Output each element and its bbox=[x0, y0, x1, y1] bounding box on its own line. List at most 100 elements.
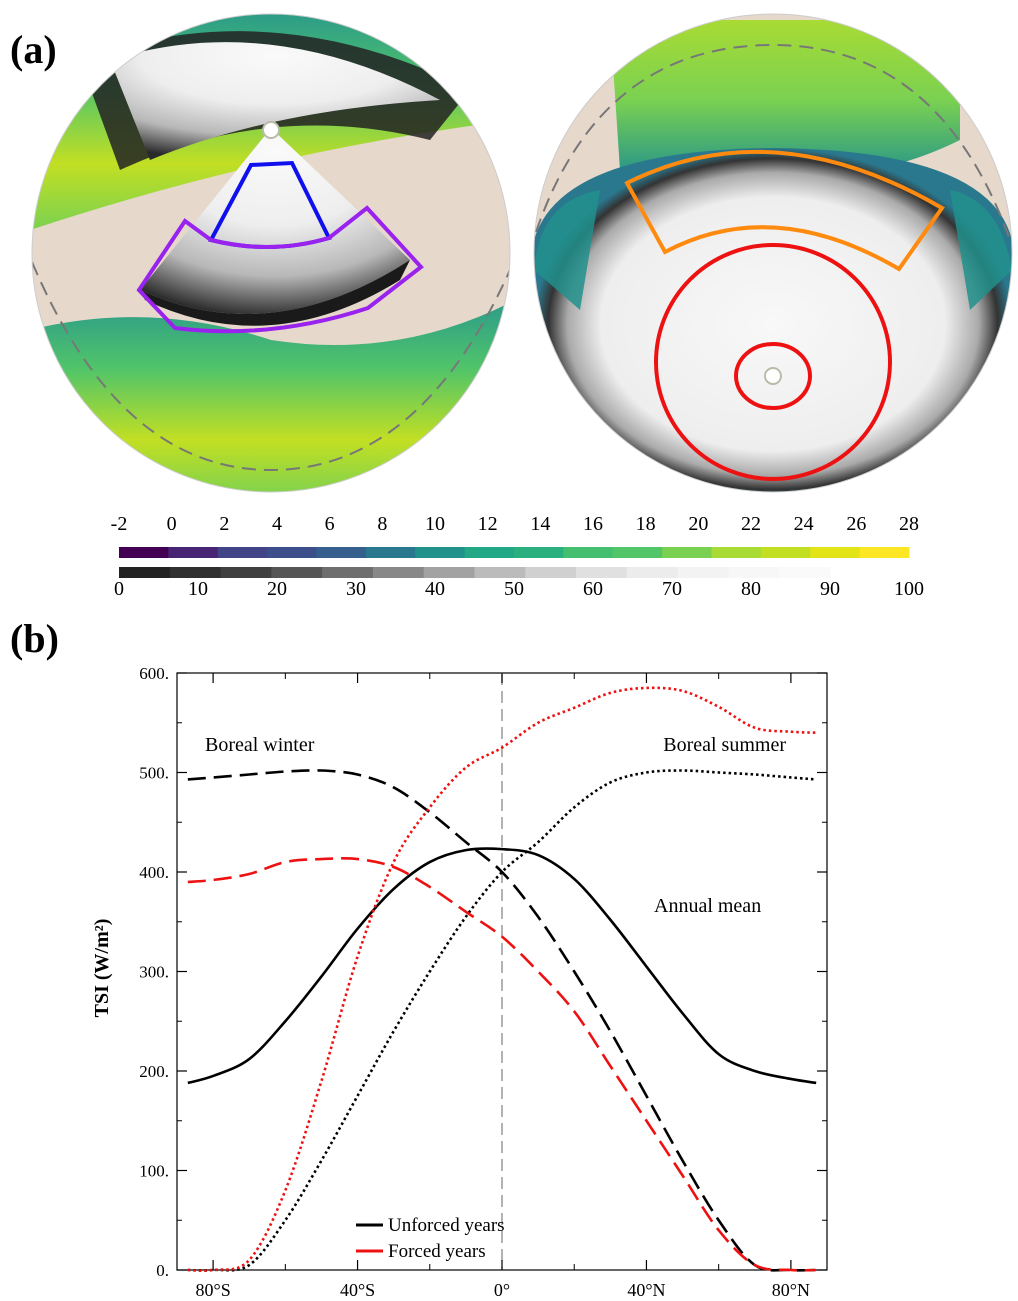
sea-ice-top-left bbox=[110, 42, 440, 161]
colorbar-sst-tick-label: 14 bbox=[530, 513, 551, 535]
latitude-circle-left bbox=[32, 261, 510, 472]
colorbar-ice-tick-label: 100 bbox=[894, 578, 924, 600]
colorbar-sst-cell bbox=[415, 547, 466, 558]
series-line-unforced-years-boreal-winter bbox=[187, 769, 817, 1272]
colorbar-ice-cell bbox=[779, 567, 831, 578]
colorbar-ice-cell bbox=[119, 567, 171, 578]
y-tick-label: 300. bbox=[139, 963, 169, 982]
colorbar-ice-tick-label: 80 bbox=[741, 578, 761, 600]
colorbar-sst-tick-label: 22 bbox=[741, 513, 761, 535]
colorbar-sst-cell bbox=[662, 547, 712, 558]
colorbar-ice-cell bbox=[322, 567, 374, 578]
tsi-chart: 0. 100. 200. 300. 400. 500. 600. 80°S 40°S 0° 40°N… bbox=[91, 664, 828, 1300]
colorbar-sst-cell bbox=[612, 547, 663, 558]
colorbar-sst-cell bbox=[514, 547, 564, 558]
series-line-unforced-years-annual-mean bbox=[187, 847, 817, 1085]
colorbar-sst-cell bbox=[711, 547, 762, 558]
ocean-top-right bbox=[610, 20, 960, 180]
colorbar-ice-cell bbox=[372, 567, 425, 578]
colorbar-ice-tick-label: 20 bbox=[267, 578, 287, 600]
sea-ice-right bbox=[534, 148, 1012, 492]
plot-area: 0. 100. 200. 300. 400. 500. 600. 80°S 40°S 0° 40°N… bbox=[139, 664, 828, 1300]
orange-box bbox=[624, 149, 945, 272]
pole-marker-right bbox=[764, 367, 782, 385]
pole-marker-left bbox=[262, 121, 280, 139]
series-line-unforced-years-boreal-summer bbox=[187, 769, 817, 1272]
colorbar-sst-cell bbox=[168, 547, 219, 558]
sea-ice-wedge-left bbox=[140, 128, 410, 314]
y-axis-label: TSI (W/m²) bbox=[91, 919, 113, 1018]
colorbar-sst-tick-label: 12 bbox=[477, 513, 498, 535]
colorbar-ice-cell bbox=[728, 567, 780, 578]
y-tick-label: 400. bbox=[139, 863, 169, 882]
colorbar-sst-tick-label: 2 bbox=[219, 513, 230, 535]
colorbar-ice-tick-label: 40 bbox=[425, 578, 445, 600]
y-tick-label: 600. bbox=[139, 664, 169, 683]
colorbar-ice-tick-label: 10 bbox=[188, 578, 208, 600]
colorbar-ice-cell bbox=[626, 567, 679, 578]
x-tick-label: 80°N bbox=[772, 1280, 810, 1300]
x-tick-label: 40°S bbox=[340, 1280, 375, 1300]
colorbar-sst-cell bbox=[464, 547, 515, 558]
colorbar-sst-tick-label: 4 bbox=[272, 513, 282, 535]
series-line-forced-years-boreal-summer bbox=[187, 686, 817, 1273]
colorbar-ice bbox=[119, 567, 831, 578]
ice-edge-left bbox=[140, 260, 410, 326]
colorbar-sst-tick-label: 16 bbox=[583, 513, 603, 535]
colorbar-sst-cell bbox=[119, 547, 169, 558]
panel-a-label: (a) bbox=[10, 27, 57, 72]
colorbar-sst-cell bbox=[267, 547, 317, 558]
colorbar-sst-tick-label: 26 bbox=[846, 513, 867, 535]
colorbar-sst-tick-label: 0 bbox=[166, 513, 177, 535]
globe-maps bbox=[31, 13, 1013, 578]
annotation-annual-mean: Annual mean bbox=[654, 895, 761, 917]
colorbar-sst-tick-label: 10 bbox=[425, 513, 445, 535]
colorbar-ice-cell bbox=[271, 567, 323, 578]
y-tick-label: 200. bbox=[139, 1062, 169, 1081]
colorbar-ice-cell bbox=[220, 567, 272, 578]
annotation-boreal-summer: Boreal summer bbox=[663, 734, 786, 756]
colorbar-ice-cell bbox=[474, 567, 526, 578]
x-tick-label: 80°S bbox=[196, 1280, 231, 1300]
legend-label-unforced: Unforced years bbox=[388, 1215, 505, 1236]
colorbar-sst-tick-label: 8 bbox=[377, 513, 388, 535]
colorbar-sst-tick-label: 24 bbox=[793, 513, 814, 535]
right-globe bbox=[534, 14, 1012, 492]
colorbar-ice-tick-label: 70 bbox=[662, 578, 682, 600]
colorbar-sst-tick-label: 6 bbox=[324, 513, 335, 535]
colorbar-ice-cell bbox=[423, 567, 475, 578]
colorbar-sst-cell bbox=[760, 547, 811, 558]
colorbar-ice-tick-label: 0 bbox=[114, 578, 124, 600]
colorbar-sst bbox=[119, 547, 910, 558]
colorbar-sst-tick-label: -2 bbox=[110, 513, 128, 535]
left-globe bbox=[32, 14, 510, 492]
colorbar-sst-cell bbox=[316, 547, 367, 558]
colorbar-ice-tick-label: 30 bbox=[346, 578, 366, 600]
annotation-boreal-winter: Boreal winter bbox=[205, 734, 315, 756]
red-outer-circle bbox=[654, 243, 892, 481]
latitude-circle-right bbox=[535, 43, 1011, 241]
legend-label-forced: Forced years bbox=[388, 1241, 486, 1262]
colorbar-ice-tick-label: 50 bbox=[504, 578, 524, 600]
colorbar-sst-cell bbox=[859, 547, 910, 558]
panel-b-label: (b) bbox=[10, 616, 59, 661]
x-tick-label: 40°N bbox=[627, 1280, 665, 1300]
purple-box bbox=[136, 205, 424, 334]
legend: Unforced years Forced years bbox=[356, 1215, 505, 1262]
colorbar-sst-cell bbox=[810, 547, 861, 558]
colorbar-sst-tick-label: 28 bbox=[899, 513, 919, 535]
colorbar-ice-tick-label: 90 bbox=[820, 578, 840, 600]
y-tick-label: 100. bbox=[139, 1162, 169, 1181]
colorbar-sst-cell bbox=[563, 547, 614, 558]
y-tick-label: 0. bbox=[156, 1261, 169, 1280]
colorbar-ice-cell bbox=[525, 567, 577, 578]
y-tick-label: 500. bbox=[139, 764, 169, 783]
red-inner-circle bbox=[734, 342, 812, 410]
colorbar-ice-cell bbox=[677, 567, 729, 578]
x-tick-label: 0° bbox=[494, 1280, 510, 1300]
series-line-forced-years-boreal-winter bbox=[187, 857, 817, 1272]
colorbar-ice-tick-label: 60 bbox=[583, 578, 603, 600]
colorbar-sst-cell bbox=[217, 547, 268, 558]
colorbar-sst-cell bbox=[365, 547, 416, 558]
colorbar-ice-cell bbox=[576, 567, 628, 578]
